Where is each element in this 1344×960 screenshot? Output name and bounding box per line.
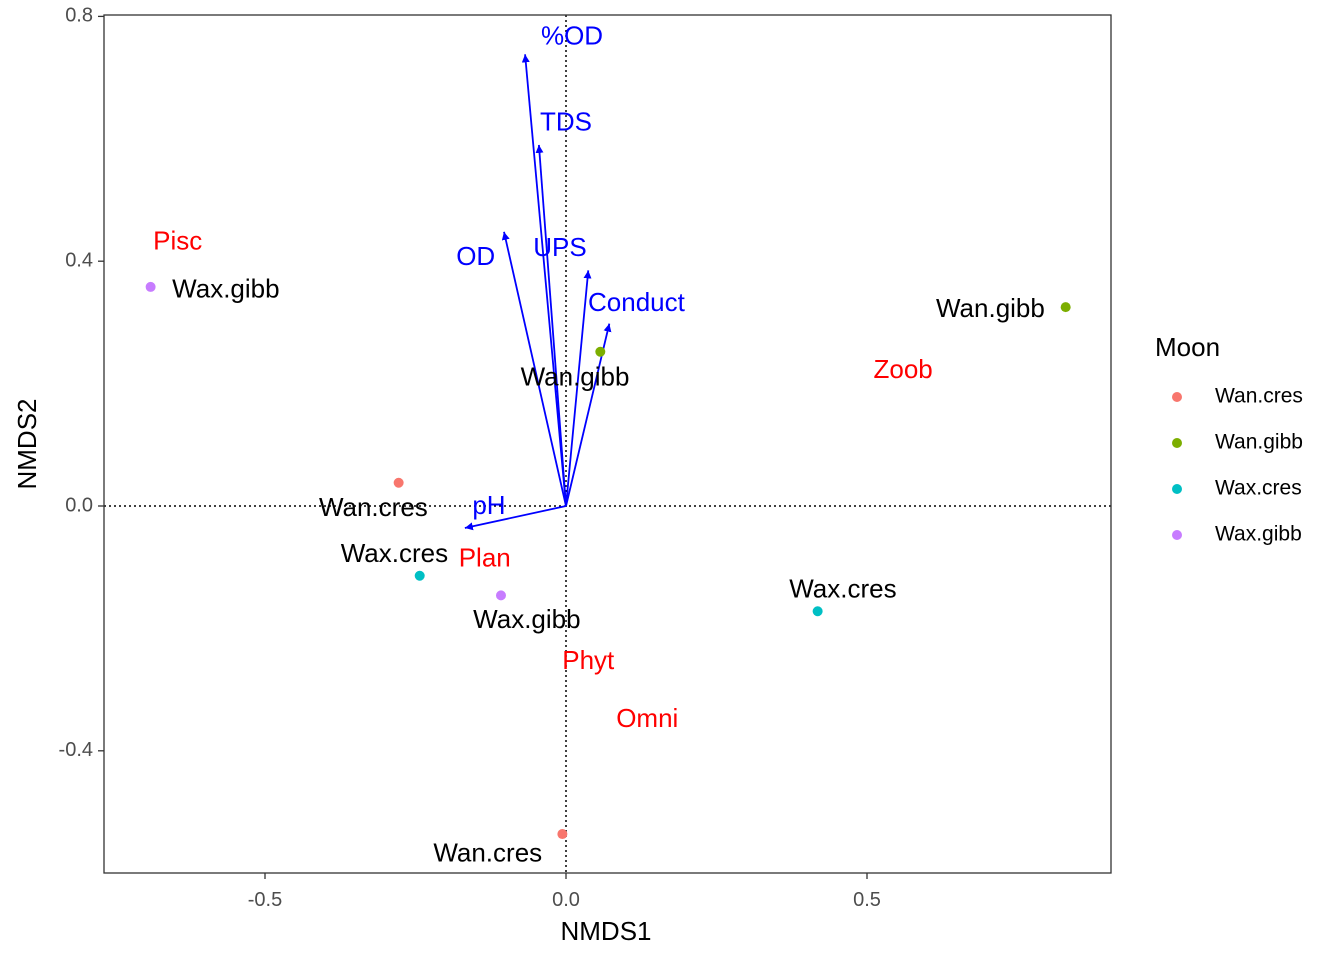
legend: Moon Wan.cres Wan.gibb Wax.cres Wax.gibb: [1155, 332, 1303, 546]
legend-label: Wax.cres: [1215, 477, 1302, 500]
legend-label: Wan.gibb: [1215, 431, 1303, 454]
y-axis-title: NMDS2: [12, 398, 42, 489]
vector-label: UPS: [533, 232, 586, 262]
legend-key: [1172, 392, 1182, 402]
site-point: [595, 346, 606, 357]
vector-label: Conduct: [588, 287, 686, 317]
species-label: Pisc: [153, 226, 202, 256]
vector-label: OD: [456, 241, 495, 271]
legend-label: Wan.cres: [1215, 385, 1303, 408]
site-label: Wax.gibb: [172, 273, 279, 303]
site-label: Wan.gibb: [936, 293, 1045, 323]
site-point: [1060, 302, 1071, 313]
species-label: Zoob: [873, 354, 932, 384]
legend-key: [1172, 438, 1182, 448]
x-tick-label: -0.5: [248, 889, 282, 911]
vector-arrow: [464, 505, 567, 531]
x-tick-label: 0.0: [552, 889, 580, 911]
vector-arrow: [565, 270, 592, 507]
site-point: [495, 590, 506, 601]
site-point: [557, 829, 568, 840]
panel-border: [103, 14, 1112, 874]
species-label: Plan: [459, 543, 511, 573]
vector-arrow: [521, 54, 567, 507]
legend-label: Wax.gibb: [1215, 523, 1302, 546]
vector-label: pH: [472, 490, 505, 520]
legend-key: [1172, 484, 1182, 494]
site-label: Wax.gibb: [473, 604, 580, 634]
site-label: Wan.cres: [319, 492, 428, 522]
species-label: Phyt: [562, 645, 615, 675]
site-point: [393, 477, 404, 488]
site-label: Wax.cres: [341, 538, 448, 568]
x-tick-label: 0.5: [853, 889, 881, 911]
legend-title: Moon: [1155, 332, 1220, 362]
site-label: Wan.gibb: [521, 362, 630, 392]
y-tick-label: 0.4: [65, 249, 93, 271]
legend-key: [1172, 530, 1182, 540]
species-label: Omni: [616, 703, 678, 733]
y-axis: -0.4 0.0 0.4 0.8: [59, 5, 104, 761]
y-tick-label: 0.0: [65, 494, 93, 516]
x-axis-title: NMDS1: [560, 916, 651, 946]
vector-label: %OD: [541, 21, 603, 51]
site-point: [145, 281, 156, 292]
x-axis: -0.5 0.0 0.5: [248, 873, 881, 911]
plot-panel: Wax.gibb Wan.gibb Wan.gibb Wan.cres Wax.cres…: [103, 14, 1112, 874]
vector-arrow: [501, 231, 567, 507]
y-tick-label: -0.4: [59, 739, 93, 761]
vector-label: TDS: [540, 106, 592, 136]
site-label: Wax.cres: [789, 573, 896, 603]
vector-arrow: [535, 144, 567, 507]
site-point: [812, 606, 823, 617]
site-point: [414, 570, 425, 581]
y-tick-label: 0.8: [65, 5, 93, 27]
site-label: Wan.cres: [433, 838, 542, 868]
